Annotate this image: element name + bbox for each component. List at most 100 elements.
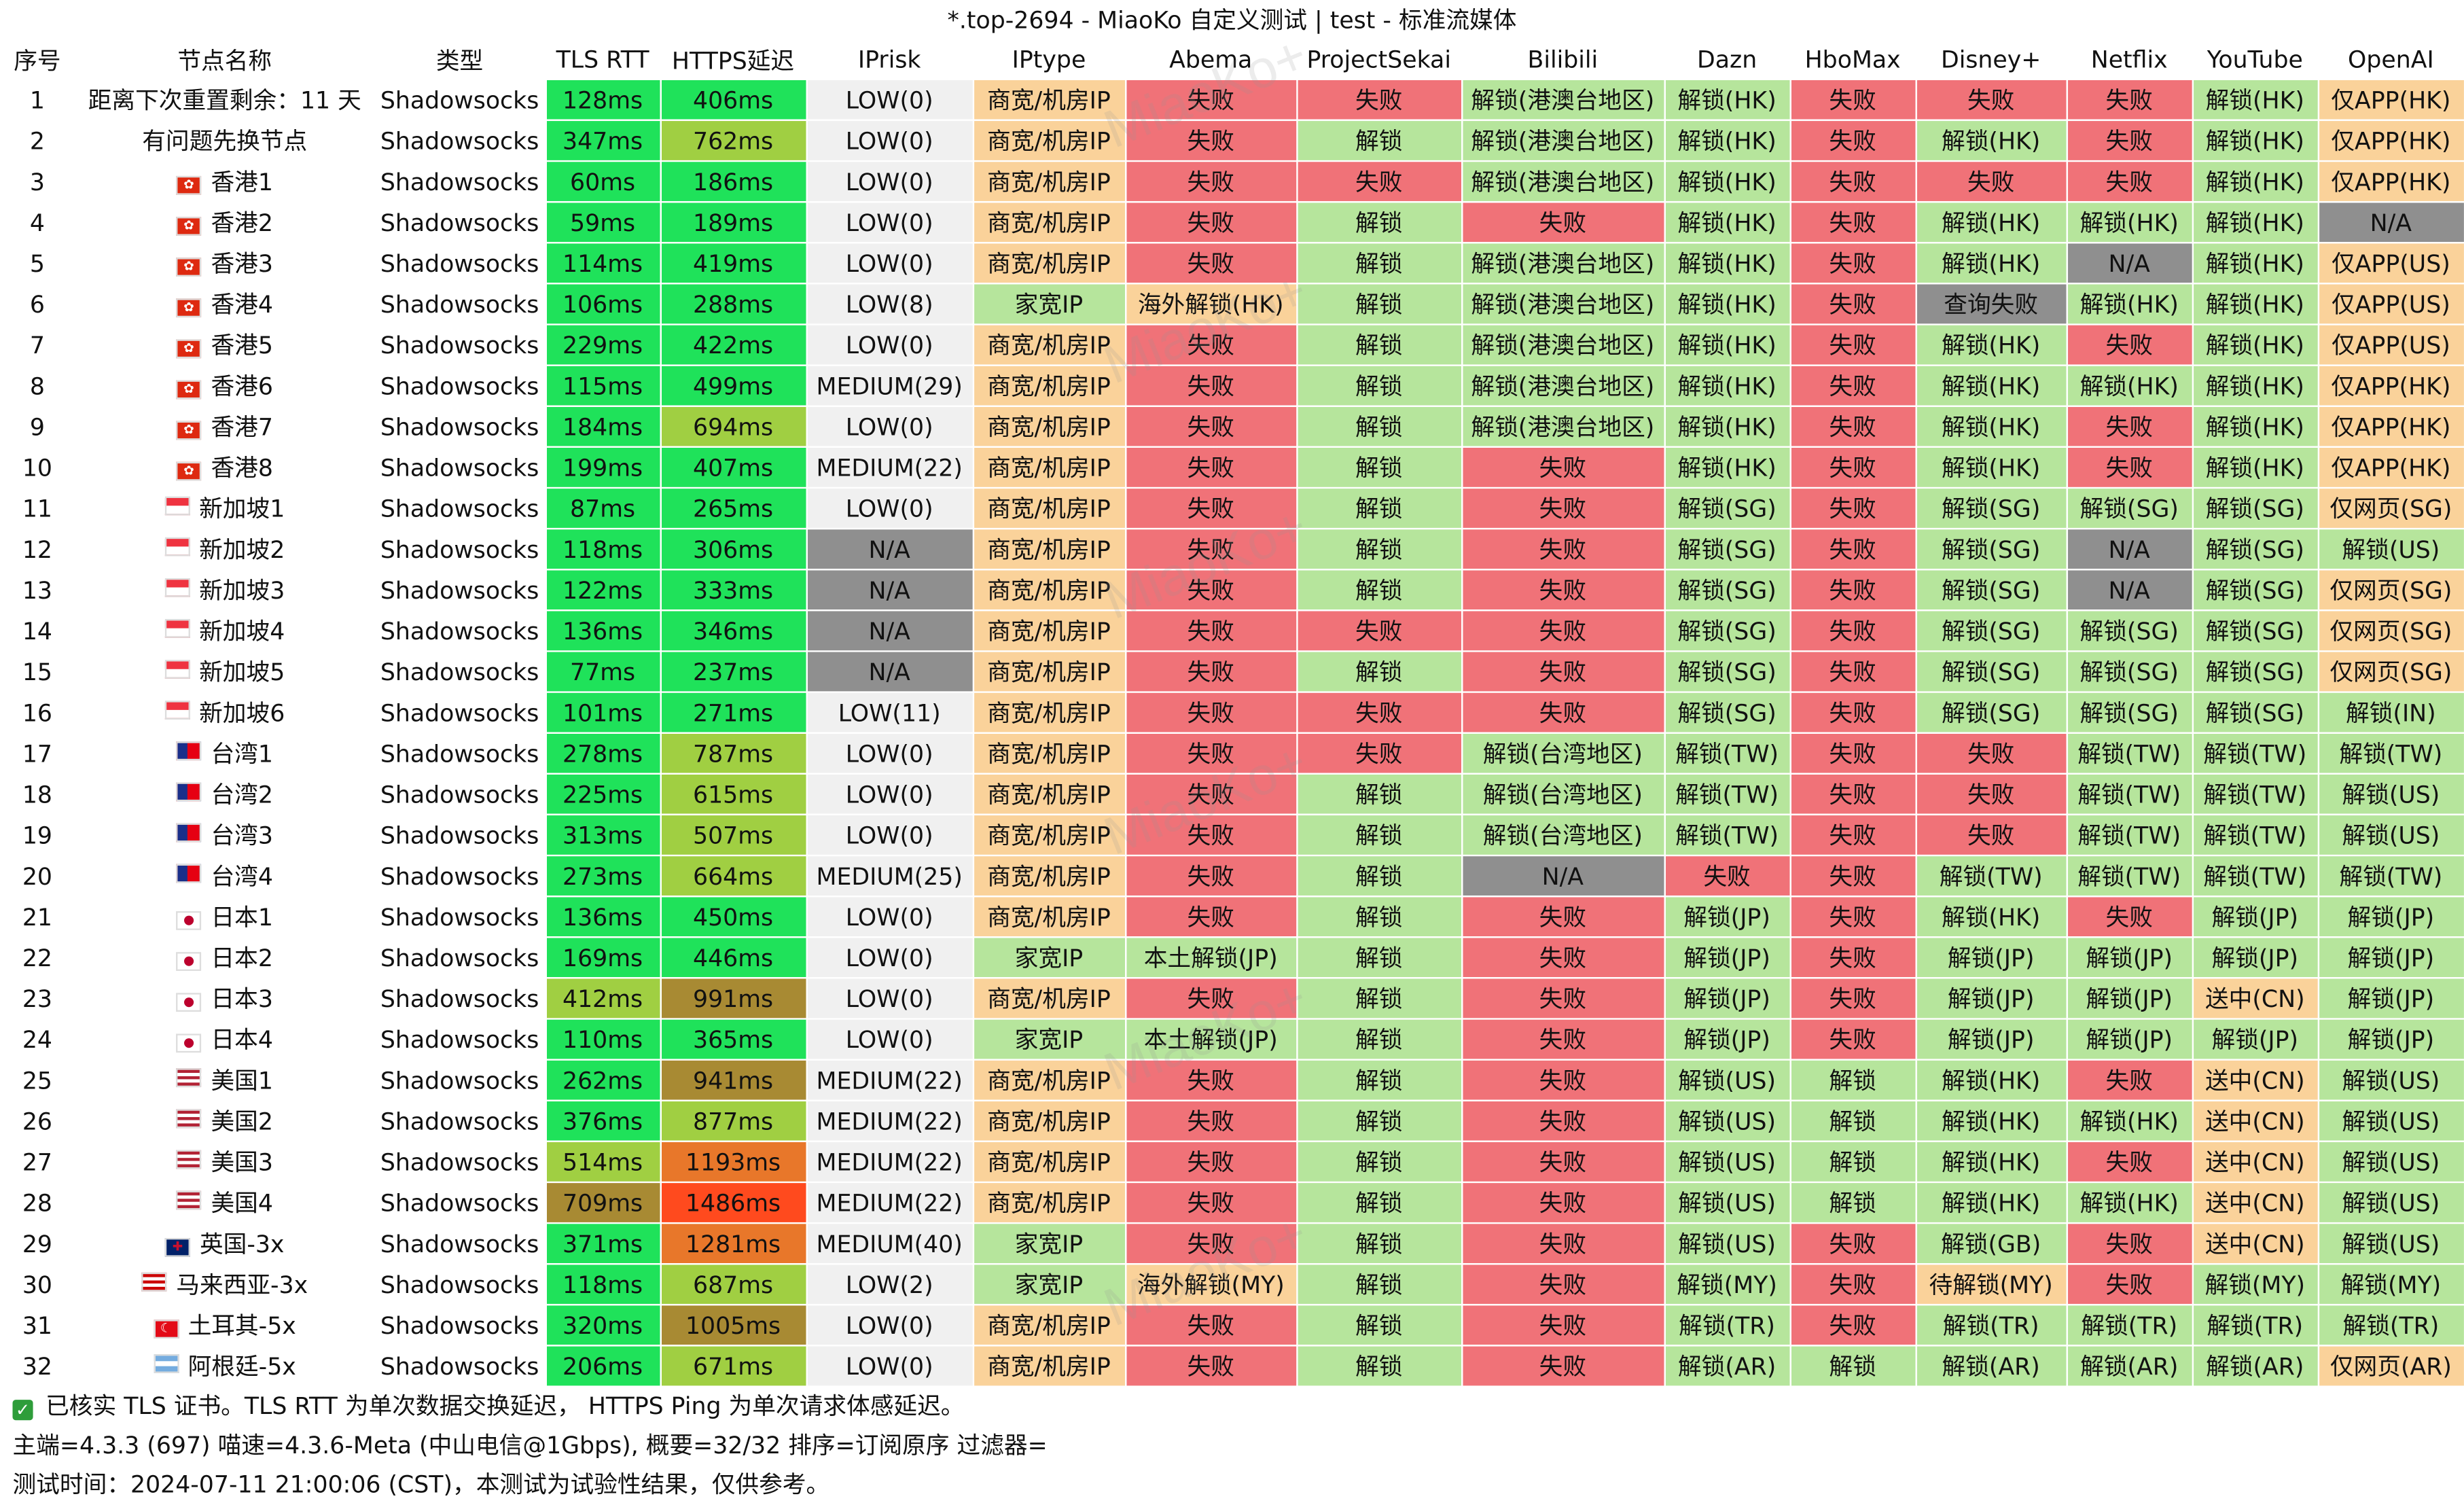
table-row[interactable]: 9 ✿ 香港7 Shadowsocks 184ms 694ms LOW(0) 商宽/机房IP 失… <box>0 406 2464 448</box>
table-row[interactable]: 7 ✿ 香港5 Shadowsocks 229ms 422ms LOW(0) 商宽/机房IP 失… <box>0 324 2464 366</box>
column-header[interactable]: Disney+ <box>1915 41 2067 80</box>
https-latency-cell: 1005ms <box>660 1305 807 1347</box>
column-header[interactable]: 类型 <box>374 41 546 80</box>
table-row[interactable]: 18 台湾2 Shadowsocks 225ms 615ms LOW(0) 商宽/机房IP 失… <box>0 773 2464 816</box>
netflix-cell: 解锁(TW) <box>2066 732 2193 775</box>
table-row[interactable]: 12 新加坡2 Shadowsocks 118ms 306ms N/A 商宽/机房IP 失败解… <box>0 529 2464 571</box>
projectsekai-cell: 解锁 <box>1296 202 1463 244</box>
abema-cell: 失败 <box>1125 324 1298 366</box>
table-row[interactable]: 27 美国3 Shadowsocks 514ms 1193ms MEDIUM(22) 商宽/… <box>0 1141 2464 1184</box>
column-header[interactable]: Bilibili <box>1461 41 1665 80</box>
column-header[interactable]: Abema <box>1125 41 1298 80</box>
table-row[interactable]: 1 距离下次重置剩余：11 天 Shadowsocks 128ms 406ms LOW(0… <box>0 79 2464 122</box>
table-row[interactable]: 5 ✿ 香港3 Shadowsocks 114ms 419ms LOW(0) 商宽/机房IP 失… <box>0 243 2464 285</box>
abema-cell: 失败 <box>1125 365 1298 407</box>
row-number: 29 <box>0 1223 77 1265</box>
bilibili-cell: 失败 <box>1461 651 1665 693</box>
column-header[interactable]: Dazn <box>1664 41 1791 80</box>
tw-flag-icon <box>176 864 202 883</box>
table-row[interactable]: 23 ● 日本3 Shadowsocks 412ms 991ms LOW(0) 商宽/机房IP… <box>0 978 2464 1020</box>
node-type: Shadowsocks <box>374 1345 546 1387</box>
dazn-cell: 解锁(HK) <box>1664 446 1791 489</box>
column-header[interactable]: OpenAI <box>2317 41 2464 80</box>
table-row[interactable]: 21 ● 日本1 Shadowsocks 136ms 450ms LOW(0) 商宽/机房IP… <box>0 896 2464 938</box>
node-name-label: 香港2 <box>211 209 273 238</box>
projectsekai-cell: 解锁 <box>1296 651 1463 693</box>
netflix-cell: 解锁(JP) <box>2066 937 2193 979</box>
table-row[interactable]: 22 ● 日本2 Shadowsocks 169ms 446ms LOW(0) 家宽IP 本土解… <box>0 937 2464 979</box>
dazn-cell: 失败 <box>1664 855 1791 898</box>
youtube-cell: 送中(CN) <box>2192 978 2319 1020</box>
abema-cell: 海外解锁(HK) <box>1125 283 1298 325</box>
sg-flag-icon <box>164 701 190 720</box>
column-header[interactable]: HTTPS延迟 <box>660 41 807 80</box>
table-row[interactable]: 17 台湾1 Shadowsocks 278ms 787ms LOW(0) 商宽/机房IP 失… <box>0 732 2464 775</box>
column-header[interactable]: IPtype <box>972 41 1126 80</box>
openai-cell: 解锁(US) <box>2317 1100 2464 1142</box>
row-number: 11 <box>0 487 77 530</box>
node-name-label: 台湾2 <box>211 781 273 809</box>
hbomax-cell: 失败 <box>1789 529 1916 571</box>
jp-flag-icon: ● <box>176 1033 202 1053</box>
openai-cell: 仅网页(AR) <box>2317 1345 2464 1387</box>
projectsekai-cell: 解锁 <box>1296 896 1463 938</box>
table-row[interactable]: 29 ✚ 英国-3x Shadowsocks 371ms 1281ms MEDIUM(40)… <box>0 1223 2464 1265</box>
table-row[interactable]: 4 ✿ 香港2 Shadowsocks 59ms 189ms LOW(0) 商宽/机房IP 失败… <box>0 202 2464 244</box>
table-row[interactable]: 13 新加坡3 Shadowsocks 122ms 333ms N/A 商宽/机房IP 失败解… <box>0 569 2464 612</box>
table-row[interactable]: 8 ✿ 香港6 Shadowsocks 115ms 499ms MEDIUM(29) 商宽/机… <box>0 365 2464 407</box>
table-row[interactable]: 10 ✿ 香港8 Shadowsocks 199ms 407ms MEDIUM(22) 商宽/… <box>0 446 2464 489</box>
column-header[interactable]: 节点名称 <box>75 41 375 80</box>
table-row[interactable]: 19 台湾3 Shadowsocks 313ms 507ms LOW(0) 商宽/机房IP 失… <box>0 814 2464 857</box>
bilibili-cell: 解锁(台湾地区) <box>1461 814 1665 857</box>
youtube-cell: 解锁(JP) <box>2192 896 2319 938</box>
hk-flag-icon: ✿ <box>176 380 202 400</box>
column-header[interactable]: Netflix <box>2066 41 2193 80</box>
table-row[interactable]: 15 新加坡5 Shadowsocks 77ms 237ms N/A 商宽/机房IP 失败 解锁… <box>0 651 2464 693</box>
node-name: ✿ 香港3 <box>75 243 375 285</box>
youtube-cell: 解锁(TW) <box>2192 732 2319 775</box>
column-header[interactable]: TLS RTT <box>545 41 661 80</box>
table-row[interactable]: 26 美国2 Shadowsocks 376ms 877ms MEDIUM(22) 商宽/机… <box>0 1100 2464 1142</box>
abema-cell: 失败 <box>1125 1305 1298 1347</box>
netflix-cell: 失败 <box>2066 324 2193 366</box>
https-latency-cell: 694ms <box>660 406 807 448</box>
table-row[interactable]: 14 新加坡4 Shadowsocks 136ms 346ms N/A 商宽/机房IP 失败失… <box>0 610 2464 652</box>
youtube-cell: 解锁(HK) <box>2192 161 2319 203</box>
column-header[interactable]: ProjectSekai <box>1296 41 1463 80</box>
youtube-cell: 解锁(TW) <box>2192 773 2319 816</box>
youtube-cell: 解锁(TR) <box>2192 1305 2319 1347</box>
table-row[interactable]: 32 阿根廷-5x Shadowsocks 206ms 671ms LOW(0) 商宽/机房… <box>0 1345 2464 1387</box>
bilibili-cell: 解锁(台湾地区) <box>1461 732 1665 775</box>
table-row[interactable]: 2 有问题先换节点 Shadowsocks 347ms 762ms LOW(0) 商宽/机房… <box>0 120 2464 162</box>
netflix-cell: 解锁(TW) <box>2066 773 2193 816</box>
https-latency-cell: 615ms <box>660 773 807 816</box>
dazn-cell: 解锁(HK) <box>1664 365 1791 407</box>
iprisk-cell: MEDIUM(22) <box>806 1182 974 1224</box>
table-row[interactable]: 6 ✿ 香港4 Shadowsocks 106ms 288ms LOW(8) 家宽IP 海外解锁… <box>0 283 2464 325</box>
table-row[interactable]: 25 美国1 Shadowsocks 262ms 941ms MEDIUM(22) 商宽/机… <box>0 1059 2464 1101</box>
table-row[interactable]: 30 马来西亚-3x Shadowsocks 118ms 687ms LOW(2) 家宽IP… <box>0 1264 2464 1306</box>
node-type: Shadowsocks <box>374 1019 546 1061</box>
column-header[interactable]: 序号 <box>0 41 77 80</box>
column-header[interactable]: HboMax <box>1789 41 1916 80</box>
node-name: 新加坡3 <box>75 569 375 612</box>
https-latency-cell: 422ms <box>660 324 807 366</box>
row-number: 4 <box>0 202 77 244</box>
table-row[interactable]: 16 新加坡6 Shadowsocks 101ms 271ms LOW(11) 商宽/机房I… <box>0 692 2464 734</box>
table-row[interactable]: 24 ● 日本4 Shadowsocks 110ms 365ms LOW(0) 家宽IP 本土解… <box>0 1019 2464 1061</box>
row-number: 10 <box>0 446 77 489</box>
projectsekai-cell: 解锁 <box>1296 324 1463 366</box>
column-header[interactable]: YouTube <box>2192 41 2319 80</box>
openai-cell: 仅APP(US) <box>2317 243 2464 285</box>
hbomax-cell: 失败 <box>1789 1305 1916 1347</box>
column-header[interactable]: IPrisk <box>806 41 974 80</box>
table-row[interactable]: 28 美国4 Shadowsocks 709ms 1486ms MEDIUM(22) 商宽/… <box>0 1182 2464 1224</box>
https-latency-cell: 365ms <box>660 1019 807 1061</box>
hbomax-cell: 失败 <box>1789 446 1916 489</box>
table-row[interactable]: 3 ✿ 香港1 Shadowsocks 60ms 186ms LOW(0) 商宽/机房IP 失败… <box>0 161 2464 203</box>
table-row[interactable]: 31 ☾ 土耳其-5x Shadowsocks 320ms 1005ms LOW(0) 商宽/… <box>0 1305 2464 1347</box>
table-row[interactable]: 11 新加坡1 Shadowsocks 87ms 265ms LOW(0) 商宽/机房IP 失… <box>0 487 2464 530</box>
hbomax-cell: 失败 <box>1789 896 1916 938</box>
table-row[interactable]: 20 台湾4 Shadowsocks 273ms 664ms MEDIUM(25) 商宽/机… <box>0 855 2464 898</box>
iprisk-cell: N/A <box>806 610 974 652</box>
